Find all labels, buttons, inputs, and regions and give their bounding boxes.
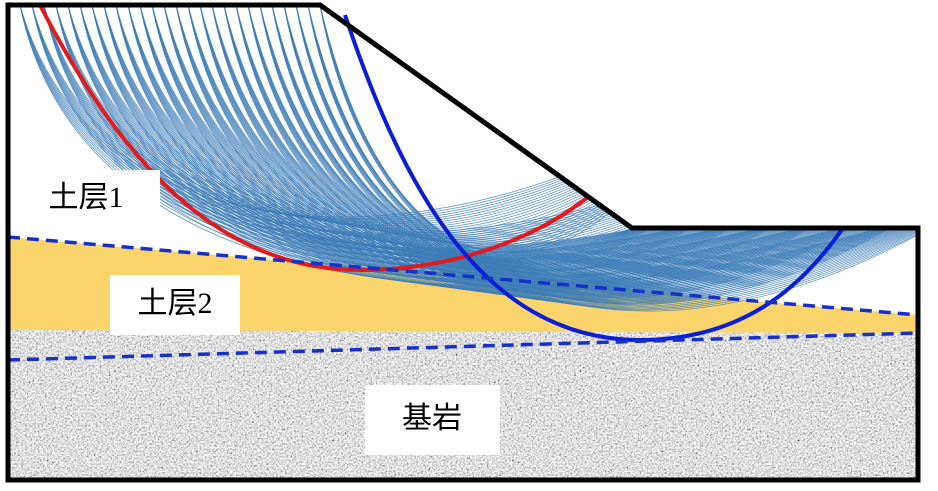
slip-arc xyxy=(223,5,595,242)
slip-arc xyxy=(211,5,753,276)
slip-arc xyxy=(319,5,771,285)
slip-arc xyxy=(115,5,617,246)
label-box xyxy=(365,385,500,455)
soil-layer-2-label: 土层2 xyxy=(138,287,213,320)
slip-arc xyxy=(319,5,731,278)
slip-arc xyxy=(163,5,585,235)
slip-arc xyxy=(307,5,849,297)
slope-outline xyxy=(5,2,921,483)
slip-arc xyxy=(223,5,795,283)
slip-arc xyxy=(235,5,797,284)
slip-arc xyxy=(103,5,575,228)
soil-layer-1-label: 土层1 xyxy=(49,181,124,214)
slip-arc xyxy=(235,5,757,278)
slip-arc xyxy=(283,5,845,295)
slip-arc xyxy=(307,5,729,277)
slip-arc xyxy=(199,5,591,239)
slip-arc xyxy=(55,5,607,238)
label-box xyxy=(110,275,240,335)
slip-arc xyxy=(295,5,918,310)
slip-arc xyxy=(307,5,918,311)
slip-surfaces xyxy=(19,5,918,312)
slip-arc xyxy=(163,5,705,266)
critical-slip-red xyxy=(38,4,590,273)
slip-arc xyxy=(319,5,651,265)
critical-slip-blue xyxy=(343,14,845,343)
slip-arc xyxy=(247,5,799,285)
slip-arc xyxy=(175,5,587,237)
slip-arc xyxy=(319,5,891,305)
layer-boundary-1 xyxy=(7,235,919,317)
slip-arc xyxy=(259,5,841,293)
slip-arc xyxy=(319,5,811,291)
slip-arc xyxy=(283,5,805,288)
slip-arc xyxy=(91,5,573,227)
slip-arc xyxy=(247,5,918,306)
slip-arc xyxy=(211,5,633,257)
slip-arc xyxy=(319,5,691,272)
slip-arc xyxy=(319,5,918,312)
slip-arc xyxy=(307,5,889,304)
slip-arc xyxy=(295,5,887,303)
bedrock-label: 基岩 xyxy=(402,402,462,435)
slip-arc xyxy=(139,5,621,248)
label-box xyxy=(12,170,160,228)
slip-arc xyxy=(295,5,647,263)
slip-arc xyxy=(283,5,885,302)
